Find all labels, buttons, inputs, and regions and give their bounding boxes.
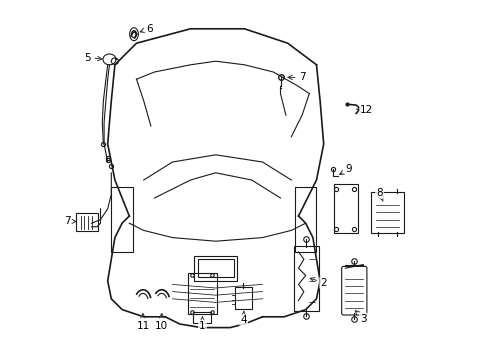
Text: 4: 4 <box>240 311 246 325</box>
Text: 9: 9 <box>339 164 351 175</box>
Text: 7: 7 <box>64 216 76 226</box>
Text: 11: 11 <box>136 314 149 331</box>
Text: 1: 1 <box>199 317 205 331</box>
Text: 12: 12 <box>356 105 373 115</box>
Text: 6: 6 <box>140 24 152 34</box>
Text: 2: 2 <box>309 278 326 288</box>
Text: 5: 5 <box>84 53 102 63</box>
Text: 8: 8 <box>375 188 382 201</box>
Text: 7: 7 <box>287 72 305 82</box>
Text: 3: 3 <box>354 311 366 324</box>
Text: 10: 10 <box>155 314 168 331</box>
